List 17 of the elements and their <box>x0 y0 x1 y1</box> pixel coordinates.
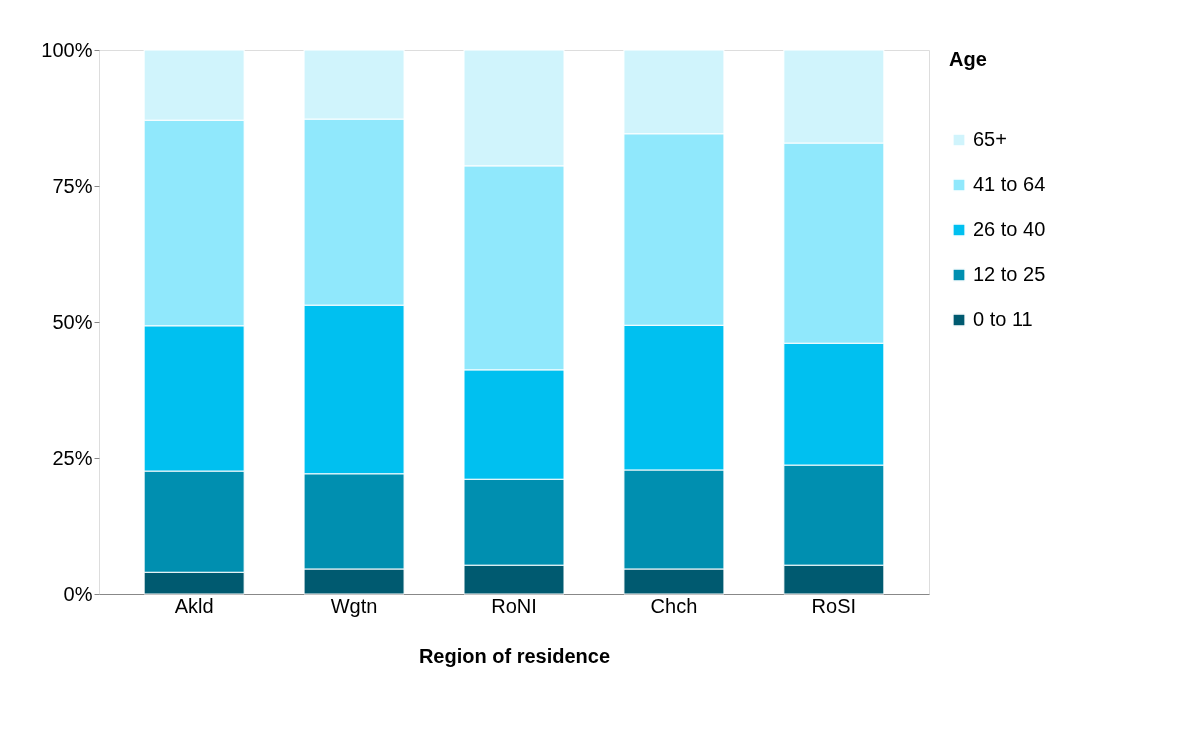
legend-label: 26 to 40 <box>973 218 1046 240</box>
y-tick-label: 0% <box>63 582 93 605</box>
x-tick-label: Wgtn <box>330 594 378 617</box>
x-tick-label: Akld <box>174 594 214 617</box>
x-tick-label: Chch <box>650 594 698 617</box>
legend-label: 12 to 25 <box>973 263 1046 285</box>
y-tick-label: 100% <box>41 38 93 61</box>
y-tick-label: 50% <box>52 310 93 333</box>
legend-title: Age <box>949 48 987 70</box>
legend-label: 41 to 64 <box>973 173 1046 195</box>
y-tick-label: 75% <box>52 174 93 197</box>
legend-label: 65+ <box>973 128 1007 150</box>
x-axis-title: Region of residence <box>418 644 611 667</box>
y-tick-label: 25% <box>52 446 93 469</box>
x-tick-label: RoSI <box>811 594 857 617</box>
legend-label: 0 to 11 <box>973 308 1033 330</box>
x-tick-label: RoNI <box>491 594 537 617</box>
